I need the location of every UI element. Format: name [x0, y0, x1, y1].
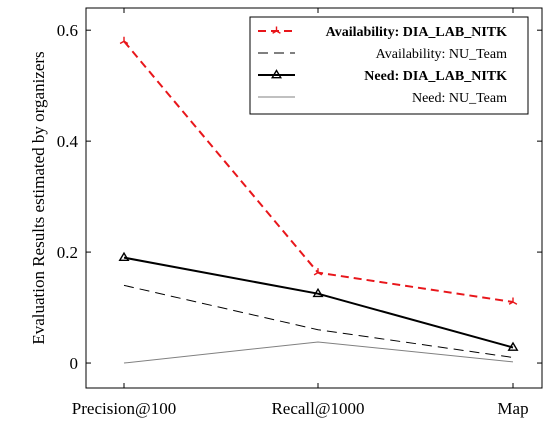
y-tick-label: 0.2 — [57, 243, 78, 262]
legend: Availability: DIA_LAB_NITK Availability: … — [249, 16, 529, 115]
x-tick-label: Recall@1000 — [271, 399, 364, 418]
data-point-marker — [312, 287, 324, 298]
legend-marker — [272, 26, 281, 34]
legend-marker — [270, 69, 283, 79]
plot-area: 0 0.2 0.4 0.6 Precision@100 Recall@1000 Map — [57, 7, 543, 418]
series-line-2 — [123, 256, 514, 349]
y-tick-label: 0 — [70, 354, 79, 373]
data-point-marker — [313, 268, 323, 276]
data-point-marker — [118, 251, 130, 262]
x-tick-label: Precision@100 — [72, 399, 176, 418]
series-line-1 — [123, 284, 514, 358]
y-tick-label: 0.4 — [57, 132, 79, 151]
y-axis-label: Evaluation Results estimated by organize… — [29, 51, 48, 344]
legend-box — [249, 16, 529, 115]
data-point-marker — [119, 36, 129, 45]
legend-label: Availability: NU_Team — [376, 47, 507, 62]
y-tick-label: 0.6 — [57, 21, 78, 40]
series-line-3 — [123, 341, 514, 364]
data-point-marker — [508, 297, 518, 305]
legend-label: Availability: DIA_LAB_NITK — [326, 25, 507, 40]
data-point-marker — [507, 341, 519, 351]
legend-label: Need: NU_Team — [412, 91, 507, 106]
legend-label: Need: DIA_LAB_NITK — [364, 69, 507, 84]
plot-frame — [85, 7, 543, 389]
x-tick-label: Map — [497, 399, 528, 418]
